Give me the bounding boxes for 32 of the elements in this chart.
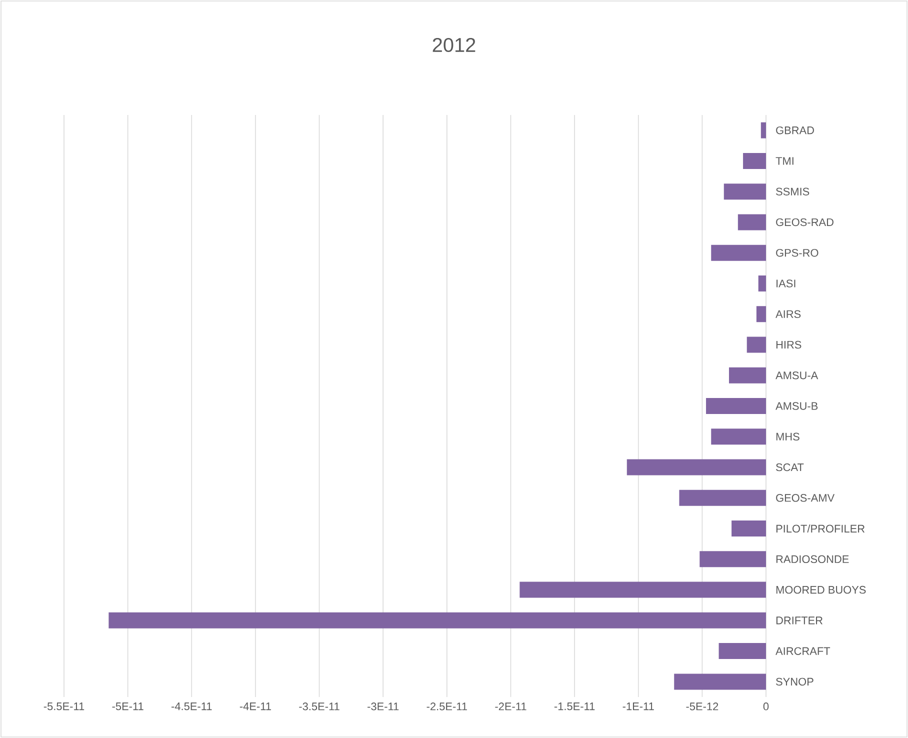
y-tick-label: DRIFTER: [776, 616, 823, 624]
x-tick-label: -2E-11: [495, 702, 526, 710]
x-tick-label: -5E-11: [112, 702, 144, 710]
y-tick-label: TMI: [776, 157, 794, 165]
y-tick-label: SSMIS: [776, 188, 810, 196]
x-tick-label: -4.5E-11: [172, 702, 212, 710]
x-tick-label: -5.5E-11: [44, 702, 84, 710]
y-tick-label: MHS: [776, 432, 800, 441]
y-tick-label: AIRCRAFT: [776, 647, 830, 655]
y-tick-label: HIRS: [776, 340, 802, 349]
x-tick-label: -1E-11: [622, 702, 654, 710]
y-tick-label: GEOS-AMV: [776, 494, 835, 502]
y-tick-label: GPS-RO: [776, 248, 818, 257]
y-tick-label: AIRS: [776, 310, 801, 318]
x-tick-label: -1.5E-11: [554, 702, 595, 710]
chart-title: 2012: [432, 38, 476, 52]
y-tick-label: SYNOP: [776, 678, 814, 686]
y-tick-label: AMSU-B: [776, 402, 818, 410]
y-tick-label: AMSU-A: [776, 372, 818, 380]
y-tick-label: MOORED BUOYS: [776, 586, 866, 594]
y-tick-label: SCAT: [776, 463, 804, 472]
x-tick-label: 0: [763, 702, 769, 710]
y-tick-label: IASI: [776, 280, 796, 288]
x-tick-label: -2.5E-11: [426, 702, 467, 710]
x-tick-label: -4E-11: [240, 702, 271, 710]
x-tick-label: -3.5E-11: [299, 702, 340, 710]
x-tick-label: -3E-11: [368, 702, 399, 710]
y-tick-label: PILOT/PROFILER: [776, 524, 865, 533]
y-tick-label: RADIOSONDE: [776, 555, 849, 564]
y-tick-label: GEOS-RAD: [776, 218, 834, 226]
x-tick-label: -5E-12: [686, 702, 718, 710]
y-tick-label: GBRAD: [776, 126, 814, 134]
